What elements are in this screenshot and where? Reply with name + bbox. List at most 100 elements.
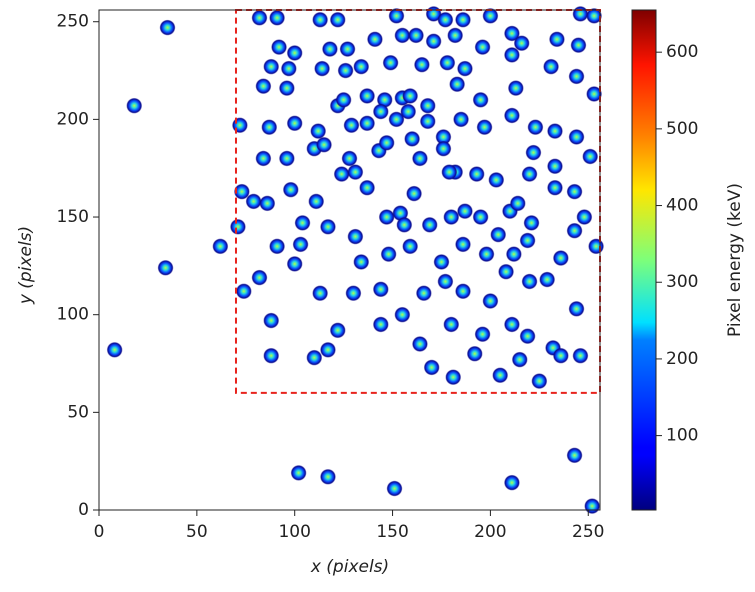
energy-blob — [552, 347, 569, 364]
energy-blob — [271, 39, 288, 56]
colorbar-tick-label: 400 — [666, 196, 698, 216]
energy-blob — [523, 214, 540, 231]
energy-blob — [490, 226, 507, 243]
energy-blob — [157, 259, 174, 276]
energy-blob — [212, 238, 229, 255]
energy-blob — [455, 283, 472, 300]
energy-blob — [507, 80, 524, 97]
energy-blob — [468, 166, 485, 183]
energy-blob — [411, 150, 428, 167]
y-tick-label: 50 — [67, 402, 89, 422]
y-tick-label: 200 — [57, 109, 89, 129]
y-tick-label: 0 — [78, 500, 89, 520]
energy-blob — [106, 341, 123, 358]
energy-blob — [566, 447, 583, 464]
energy-blob — [435, 140, 452, 157]
y-tick-label: 100 — [57, 305, 89, 325]
axes-frame — [98, 9, 601, 511]
energy-blob — [314, 60, 331, 77]
energy-blob — [292, 236, 309, 253]
energy-blob — [255, 78, 272, 95]
energy-blob — [378, 209, 395, 226]
energy-blob — [396, 216, 413, 233]
energy-blob — [329, 322, 346, 339]
energy-blob — [251, 269, 268, 286]
x-tick-label: 0 — [94, 522, 105, 542]
y-tick-label: 150 — [57, 207, 89, 227]
energy-blob — [437, 273, 454, 290]
energy-blob — [503, 316, 520, 333]
energy-blob — [543, 58, 560, 75]
energy-blob — [347, 228, 364, 245]
x-tick-label: 50 — [186, 522, 208, 542]
energy-blob — [316, 136, 333, 153]
colorbar-tick-label: 100 — [666, 426, 698, 446]
energy-blob — [310, 123, 327, 140]
colorbar-label: Pixel energy (keV) — [725, 183, 745, 337]
energy-blob — [546, 123, 563, 140]
energy-blob — [408, 27, 425, 44]
energy-blob — [511, 351, 528, 368]
energy-blob — [519, 232, 536, 249]
energy-blob — [263, 58, 280, 75]
energy-blob — [419, 97, 436, 114]
energy-blob — [402, 238, 419, 255]
energy-blob — [519, 328, 536, 345]
energy-blob — [472, 209, 489, 226]
energy-blob — [576, 209, 593, 226]
energy-blob — [345, 285, 362, 302]
energy-blob — [286, 255, 303, 272]
energy-blob — [263, 312, 280, 329]
x-tick-label: 250 — [572, 522, 604, 542]
energy-blob — [513, 35, 530, 52]
energy-blob — [447, 27, 464, 44]
energy-blob — [406, 185, 423, 202]
energy-blob — [588, 238, 605, 255]
energy-blob — [359, 87, 376, 104]
energy-blob — [521, 166, 538, 183]
energy-blob — [421, 216, 438, 233]
energy-blob — [231, 117, 248, 134]
energy-blob — [433, 253, 450, 270]
energy-blob — [366, 31, 383, 48]
energy-blob — [572, 347, 589, 364]
energy-blob — [584, 498, 601, 515]
energy-blob — [280, 60, 297, 77]
energy-blob — [380, 246, 397, 263]
energy-blob — [388, 7, 405, 24]
energy-blob — [488, 171, 505, 188]
x-axis-label: x (pixels) — [310, 557, 389, 577]
energy-blob — [456, 60, 473, 77]
colorbar-tick-label: 600 — [666, 42, 698, 62]
energy-blob — [269, 9, 286, 26]
energy-blob — [456, 203, 473, 220]
energy-blob — [339, 41, 356, 58]
energy-blob — [505, 246, 522, 263]
x-tick-label: 100 — [278, 522, 310, 542]
energy-blob — [329, 11, 346, 28]
energy-blob — [472, 91, 489, 108]
energy-blob — [255, 150, 272, 167]
energy-blob — [400, 103, 417, 120]
energy-blob — [382, 54, 399, 71]
energy-blob — [394, 27, 411, 44]
energy-blob — [455, 236, 472, 253]
energy-blob — [466, 345, 483, 362]
energy-blob — [282, 181, 299, 198]
colorbar — [631, 9, 657, 511]
energy-blob — [423, 359, 440, 376]
energy-blob — [425, 33, 442, 50]
energy-blob — [372, 103, 389, 120]
energy-blob — [126, 97, 143, 114]
colorbar-tick-label: 200 — [666, 349, 698, 369]
energy-blob — [439, 54, 456, 71]
plot-area — [99, 5, 605, 515]
energy-blob — [306, 349, 323, 366]
energy-blob — [419, 113, 436, 130]
energy-blob — [566, 222, 583, 239]
energy-blob — [308, 193, 325, 210]
energy-blob — [402, 87, 419, 104]
energy-blob — [548, 31, 565, 48]
energy-blob — [245, 193, 262, 210]
